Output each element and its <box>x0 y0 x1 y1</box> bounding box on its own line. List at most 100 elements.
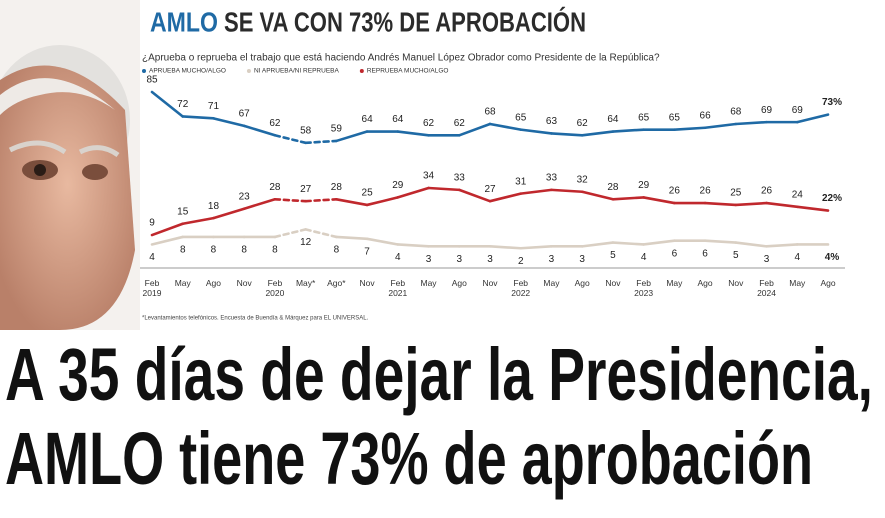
line-segment <box>212 117 246 128</box>
value-label: 26 <box>700 186 712 197</box>
x-tick-label: May <box>420 278 437 288</box>
x-tick-label: Nov <box>236 278 252 288</box>
value-label: 8 <box>272 245 278 256</box>
value-label: 2 <box>518 256 524 267</box>
value-label: 33 <box>454 173 466 184</box>
legend-label: APRUEBA MUCHO/ALGO <box>149 68 226 75</box>
line-segment <box>396 130 430 137</box>
value-label: 58 <box>300 125 312 136</box>
value-label: 22% <box>822 193 842 204</box>
line-segment <box>765 243 799 248</box>
value-label: 3 <box>487 254 493 265</box>
value-label: 8 <box>241 245 247 256</box>
value-label: 28 <box>331 182 343 193</box>
value-label: 4 <box>149 252 155 263</box>
value-label: 23 <box>239 191 251 202</box>
value-label: 72 <box>177 99 189 110</box>
legend-marker <box>246 69 251 73</box>
value-label: 3 <box>764 254 770 265</box>
x-tick-label: Nov <box>605 278 621 288</box>
line-segment <box>273 133 307 145</box>
chart-title: SE VA CON 73% DE APROBACIÓN <box>224 6 586 37</box>
value-label: 4 <box>794 252 800 263</box>
line-segment <box>304 197 338 203</box>
line-segment <box>519 128 553 135</box>
value-label: 63 <box>546 116 558 127</box>
line-segment <box>550 188 584 194</box>
line-segment <box>273 228 307 239</box>
line-segment <box>703 122 738 130</box>
line-segment <box>457 188 492 203</box>
legend-marker <box>359 69 364 73</box>
subtitle: ¿Aprueba o reprueba el trabajo que está … <box>142 53 660 64</box>
line-segment <box>642 239 676 246</box>
value-label: 3 <box>456 254 462 265</box>
line-segment <box>335 130 369 143</box>
line-segment <box>580 130 615 137</box>
line-segment <box>734 241 768 248</box>
value-label: 64 <box>392 114 404 125</box>
value-label: 18 <box>208 201 220 212</box>
line-segment <box>150 222 185 237</box>
line-segment <box>150 90 185 118</box>
line-segment <box>335 235 369 241</box>
value-label: 65 <box>669 112 681 123</box>
title-highlight: AMLO <box>150 6 218 37</box>
x-tick-label: Feb 2020 <box>265 278 285 298</box>
line-segment <box>457 122 492 137</box>
value-label: 64 <box>362 114 374 125</box>
value-label: 73% <box>822 97 842 108</box>
value-label: 27 <box>484 184 496 195</box>
value-label: 29 <box>392 180 404 191</box>
x-tick-label: Nov <box>482 278 498 288</box>
line-segment <box>304 139 338 145</box>
x-tick-label: Feb 2022 <box>511 278 531 298</box>
x-tick-label: May <box>174 278 191 288</box>
x-tick-label: Feb 2023 <box>634 278 654 298</box>
line-segment <box>703 201 738 207</box>
x-tick-label: Nov <box>728 278 744 288</box>
value-label: 8 <box>211 245 217 256</box>
value-label: 5 <box>733 250 739 261</box>
source: *Levantamientos telefónicos. Encuesta de… <box>142 316 369 322</box>
value-label: 69 <box>792 105 804 116</box>
line-segment <box>488 122 523 131</box>
value-label: 85 <box>146 75 158 86</box>
value-label: 28 <box>607 182 619 193</box>
line-segment <box>642 196 676 205</box>
x-tick-label: Feb 2019 <box>142 278 162 298</box>
line-segment <box>242 124 277 137</box>
line-segment <box>734 201 768 207</box>
line-segment <box>765 201 799 209</box>
value-label: 6 <box>702 248 708 259</box>
line-segment <box>273 197 307 203</box>
value-label: 4 <box>395 252 401 263</box>
value-label: 15 <box>177 206 189 217</box>
line-segment <box>181 216 215 226</box>
line-segment <box>550 132 584 137</box>
value-label: 8 <box>334 245 340 256</box>
photo <box>0 0 140 331</box>
x-tick-label: Ago* <box>327 278 346 288</box>
line-segment <box>396 243 430 248</box>
line-segment <box>304 228 338 239</box>
value-label: 25 <box>362 188 374 199</box>
value-label: 32 <box>577 174 589 185</box>
value-label: 3 <box>579 254 585 265</box>
value-label: 62 <box>269 118 281 129</box>
value-label: 66 <box>700 110 712 121</box>
line-segment <box>396 186 430 199</box>
x-tick-label: May <box>789 278 806 288</box>
value-label: 12 <box>300 237 312 248</box>
value-label: 31 <box>515 176 527 187</box>
line-segment <box>611 128 645 133</box>
value-label: 25 <box>730 188 742 199</box>
line-segment <box>365 237 400 246</box>
value-label: 33 <box>546 173 558 184</box>
line-segment <box>734 120 768 126</box>
line-segment <box>488 192 523 203</box>
value-label: 34 <box>423 171 435 182</box>
legend-label: NI APRUEBA/NI REPRUEBA <box>254 68 340 75</box>
line-segment <box>611 196 645 201</box>
